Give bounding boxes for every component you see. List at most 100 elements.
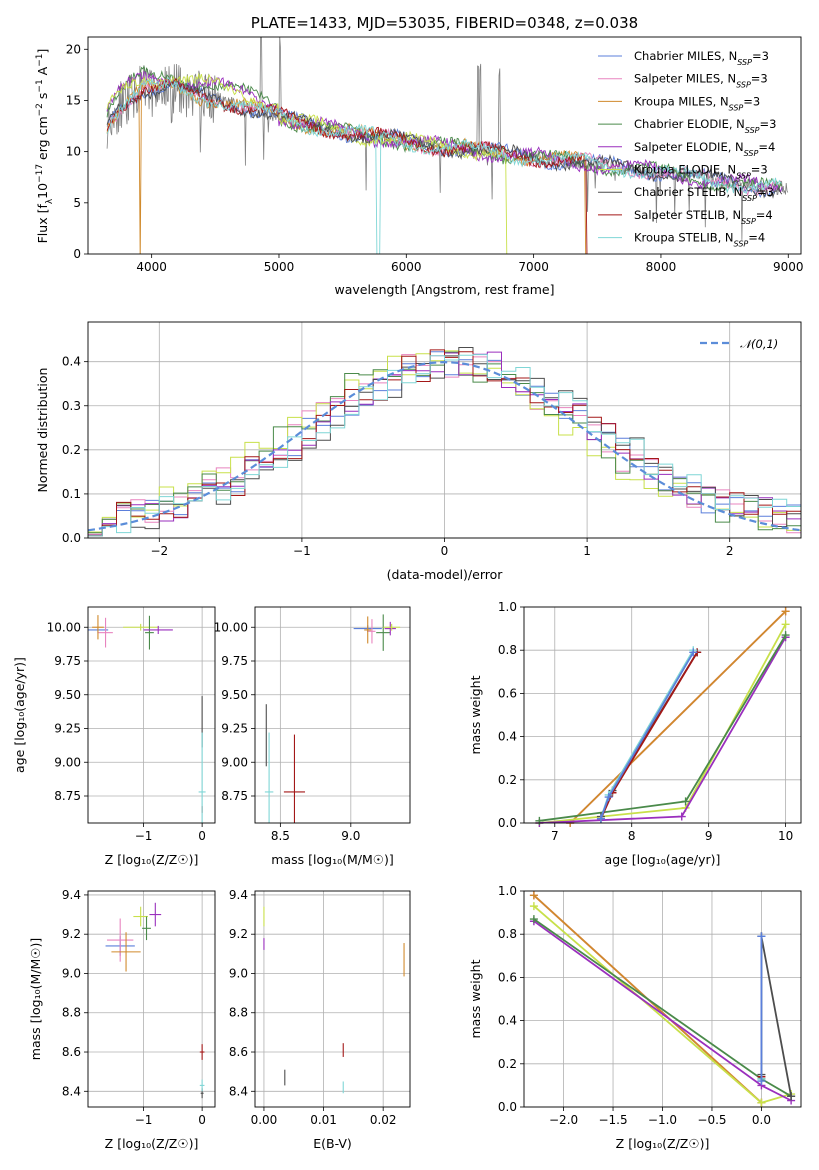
x-tick-label: 9.0 — [341, 829, 360, 843]
x-tick-label: 4000 — [136, 260, 167, 274]
y-tick-label: 8.75 — [54, 789, 81, 803]
x-axis-label: E(B-V) — [313, 1136, 352, 1151]
y-tick-label: 9.00 — [221, 755, 248, 769]
data-point — [368, 619, 376, 644]
x-tick-label: 2 — [726, 544, 734, 558]
y-tick-label: 20 — [66, 42, 81, 56]
x-axis-label: (data-model)/error — [387, 567, 504, 582]
axes-frame — [87, 890, 216, 1108]
y-tick-label: 0.2 — [498, 773, 517, 787]
data-point — [264, 732, 274, 823]
y-tick-label: 0.0 — [62, 531, 81, 545]
normal-curve — [88, 360, 801, 532]
series-marker — [781, 631, 790, 640]
x-tick-label: 10 — [778, 829, 793, 843]
legend-entry: Kroupa MILES, NSSP=3 — [634, 94, 760, 112]
y-tick-label: 15 — [66, 93, 81, 107]
axes-frame — [87, 36, 802, 255]
series-marker — [757, 1077, 766, 1086]
panel-4: 8.5 9.0 8.75 9.00 9.25 9.50 9.75 10.00 mass [log… — [214, 606, 411, 867]
legend-entry: Chabrier ELODIE, NSSP=3 — [634, 117, 776, 135]
series-line — [600, 651, 698, 820]
x-tick-label: 8.5 — [271, 829, 290, 843]
y-tick-label: 0.2 — [498, 1057, 517, 1071]
x-tick-label: 8 — [628, 829, 636, 843]
series-marker — [596, 814, 605, 823]
series-marker — [677, 812, 686, 821]
model-line — [106, 82, 783, 199]
series-marker — [757, 1098, 766, 1107]
y-tick-label: 10 — [66, 145, 81, 159]
axes-frame — [523, 890, 802, 1108]
x-tick-label: −1.5 — [598, 1113, 627, 1127]
x-tick-label: −1.0 — [648, 1113, 677, 1127]
y-axis-label: Flux [fλ10−17 erg cm−2 s−1 A−1] — [35, 49, 55, 244]
x-axis-label: Z [log₁₀(Z/Z☉)] — [105, 852, 199, 867]
x-tick-label: −1 — [293, 544, 311, 558]
y-axis-label: mass weight — [468, 959, 483, 1038]
series-line — [539, 623, 787, 823]
panel-2: −2 −1 0 1 2 0.0 0.1 0.2 0.3 0.4 (data-model)/error… — [35, 321, 802, 582]
legend-entry: Kroupa ELODIE, NSSP=3 — [634, 163, 768, 181]
model-line — [106, 76, 782, 254]
axes-frame — [523, 606, 802, 824]
x-tick-label: −2.0 — [549, 1113, 578, 1127]
data-point — [383, 623, 401, 631]
y-tick-label: 0.2 — [62, 443, 81, 457]
y-tick-label: 0 — [73, 247, 81, 261]
legend-entry: Salpeter MILES, NSSP=3 — [634, 72, 768, 90]
y-tick-label: 9.50 — [221, 688, 248, 702]
series-marker — [529, 915, 538, 924]
y-axis-label: mass [log₁₀(M/M☉)] — [28, 938, 43, 1060]
grid-lines — [255, 891, 410, 1107]
data-point — [107, 918, 134, 962]
x-axis-label: Z [log₁₀(Z/Z☉)] — [616, 1136, 710, 1151]
data-point — [283, 734, 306, 823]
legend-entry: 𝒩(0,1) — [740, 337, 778, 351]
series-line — [569, 610, 787, 823]
x-tick-label: 5000 — [264, 260, 295, 274]
grid-lines — [88, 891, 215, 1107]
y-tick-label: 8.75 — [221, 789, 248, 803]
panel-3: −1 0 8.75 9.00 9.25 9.50 9.75 10.00 Z [log₁₀(Z/Z… — [12, 606, 216, 867]
data-point — [92, 615, 104, 640]
y-axis-label: mass weight — [468, 675, 483, 754]
series-marker — [535, 816, 544, 825]
x-tick-label: 0.02 — [370, 1113, 397, 1127]
axes-frame — [87, 606, 216, 824]
y-tick-label: 9.75 — [221, 654, 248, 668]
y-tick-label: 9.2 — [229, 927, 248, 941]
legend: 𝒩(0,1) — [700, 337, 778, 351]
data-point — [133, 906, 148, 927]
chart-title: PLATE=1433, MJD=53035, FIBERID=0348, z=0… — [251, 14, 638, 32]
y-tick-label: 9.0 — [229, 966, 248, 980]
x-tick-label: 7 — [551, 829, 559, 843]
y-tick-label: 5 — [73, 196, 81, 210]
y-tick-label: 1.0 — [498, 884, 517, 898]
x-tick-label: 0.01 — [310, 1113, 337, 1127]
y-tick-label: 9.4 — [62, 888, 81, 902]
y-axis-label: Normed distribution — [35, 368, 50, 493]
y-tick-label: 10.00 — [214, 620, 248, 634]
x-tick-label: 7000 — [518, 260, 549, 274]
y-tick-label: 8.6 — [229, 1045, 248, 1059]
axes-frame — [254, 890, 411, 1108]
data-point — [149, 902, 162, 927]
series-marker — [529, 891, 538, 900]
x-tick-label: 9 — [705, 829, 713, 843]
y-tick-label: 9.25 — [221, 722, 248, 736]
y-tick-label: 8.8 — [62, 1006, 81, 1020]
series-marker — [689, 648, 698, 657]
histogram-series — [88, 347, 801, 537]
y-tick-label: 8.8 — [229, 1006, 248, 1020]
data-point — [142, 916, 151, 941]
series-marker — [781, 607, 790, 616]
series-marker — [529, 902, 538, 911]
y-tick-label: 9.2 — [62, 927, 81, 941]
data-point — [198, 732, 206, 823]
data-point — [98, 617, 113, 648]
panel-5: 7 8 9 10 0.0 0.2 0.4 0.6 0.8 1.0 age [log₁₀(age/yr… — [468, 600, 802, 867]
x-tick-label: 0 — [198, 829, 206, 843]
x-tick-label: −1 — [135, 829, 153, 843]
